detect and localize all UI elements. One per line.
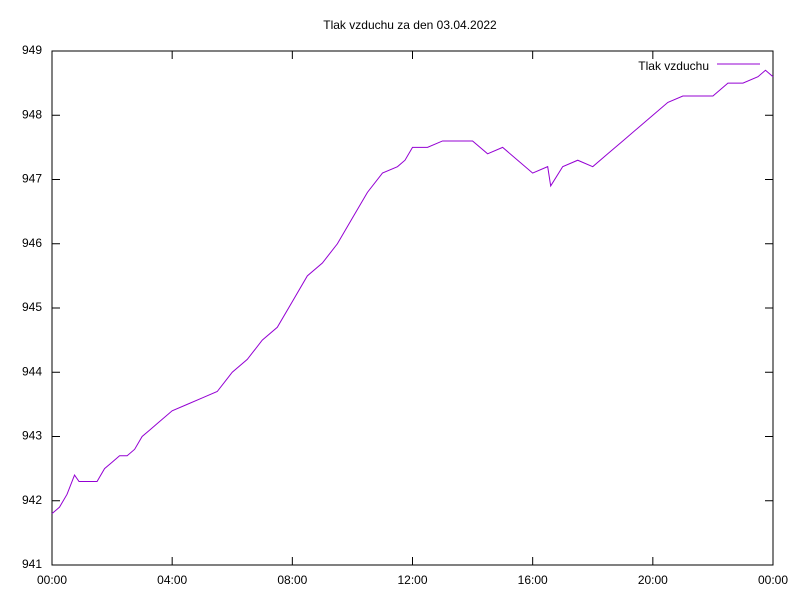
y-tick-label: 946 — [22, 236, 42, 250]
chart-title: Tlak vzduchu za den 03.04.2022 — [323, 18, 497, 32]
y-tick-label: 949 — [22, 43, 42, 57]
y-tick-label: 944 — [22, 364, 42, 378]
legend-label: Tlak vzduchu — [638, 59, 709, 73]
x-tick-label: 20:00 — [638, 573, 668, 587]
x-tick-label: 00:00 — [37, 573, 67, 587]
data-line — [51, 69, 774, 514]
x-tick-label: 00:00 — [758, 573, 788, 587]
x-tick-label: 04:00 — [157, 573, 187, 587]
x-tick-label: 12:00 — [397, 573, 427, 587]
x-tick-label: 16:00 — [518, 573, 548, 587]
y-tick-label: 941 — [22, 557, 42, 571]
x-tick-label: 08:00 — [277, 573, 307, 587]
y-tick-label: 943 — [22, 429, 42, 443]
y-tick-label: 947 — [22, 172, 42, 186]
y-tick-label: 948 — [22, 107, 42, 121]
y-tick-label: 945 — [22, 300, 42, 314]
y-tick-label: 942 — [22, 493, 42, 507]
